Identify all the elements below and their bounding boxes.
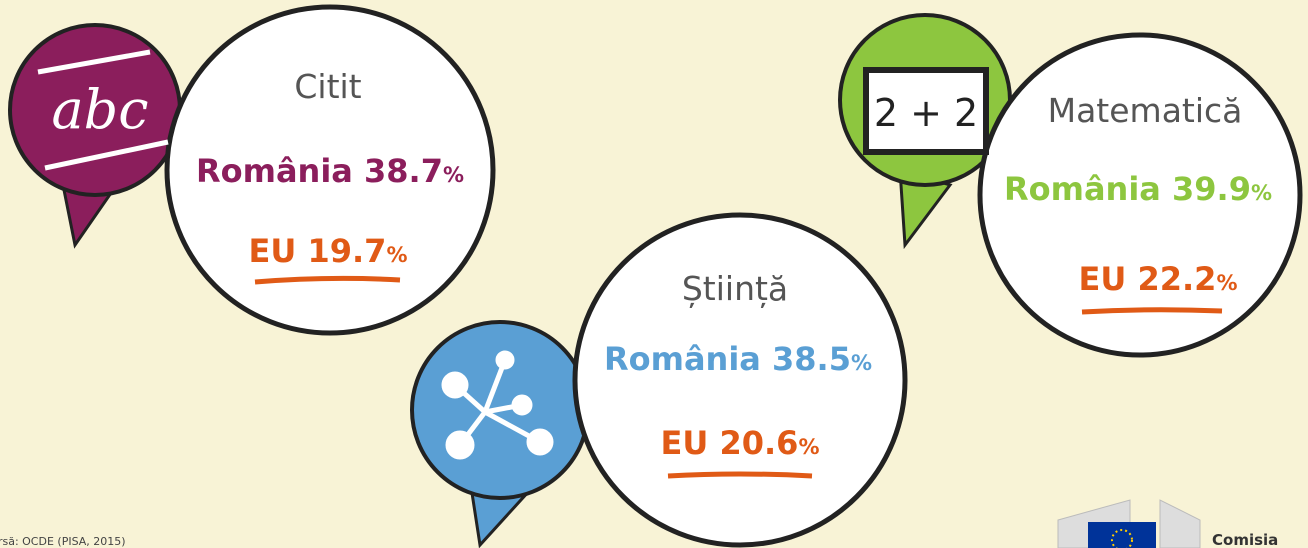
source: Sursă: OCDE (PISA, 2015) [0,535,126,548]
eu-stat: EU 22.2% [1079,260,1238,298]
label: România [1004,170,1161,208]
math-circle [977,32,1303,358]
value: 39.9 [1172,170,1251,208]
ec-logo [1057,499,1201,548]
unit: % [798,435,819,459]
label: România [604,340,761,378]
unit: % [1251,181,1272,205]
country-stat: România 38.5% [604,340,872,378]
unit: % [386,243,407,267]
title: Citit [294,67,361,106]
logo-text: Comisia [1212,531,1278,548]
icon-line [37,49,151,75]
eu-stat: EU 19.7% [249,232,408,270]
underline [667,471,813,479]
value: 19.7 [307,232,386,270]
value: 20.6 [719,424,798,462]
icon-text: 2 + 2 [874,91,978,135]
unit: % [443,163,464,187]
icon-board [863,67,989,155]
country-stat: România 39.9% [1004,170,1272,208]
label: EU [249,232,297,270]
country-stat: România 38.7% [196,152,464,190]
eu-stat: EU 20.6% [661,424,820,462]
science-circle [572,212,908,548]
label: EU [661,424,709,462]
label: România [196,152,353,190]
icon-line [44,139,169,171]
underline [254,275,401,285]
value: 22.2 [1137,260,1216,298]
icon-text: abc [51,78,148,141]
reading-circle [164,4,496,336]
title: Știință [682,269,788,309]
title: Matematică [1048,91,1243,130]
value: 38.7 [364,152,443,190]
unit: % [1216,271,1237,295]
value: 38.5 [772,340,851,378]
molecule-icon [441,350,554,460]
unit: % [851,351,872,375]
label: EU [1079,260,1127,298]
underline [1081,307,1223,315]
